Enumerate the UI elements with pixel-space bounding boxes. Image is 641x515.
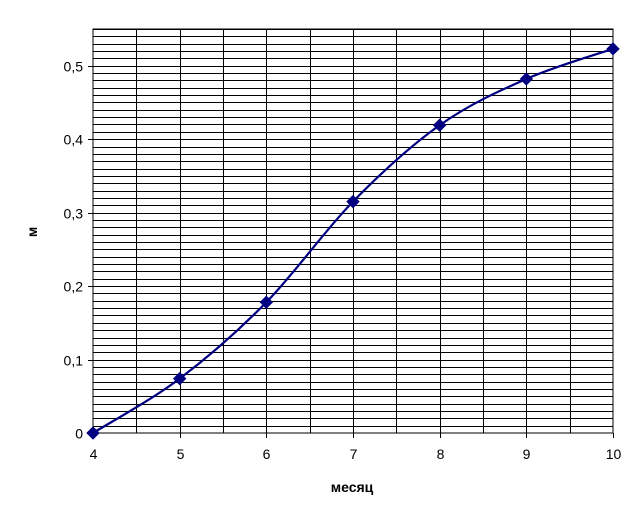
data-point-marker bbox=[519, 72, 534, 86]
x-tick-label: 4 bbox=[90, 446, 98, 462]
x-tick-label: 5 bbox=[177, 446, 185, 462]
x-tick-label: 8 bbox=[437, 446, 445, 462]
data-point-marker bbox=[346, 194, 360, 209]
y-axis-title: м bbox=[24, 227, 40, 237]
data-point-marker bbox=[432, 118, 447, 132]
x-axis-ticks: 4 5 6 7 8 9 10 bbox=[90, 433, 622, 462]
y-tick-label: 0,5 bbox=[64, 59, 84, 75]
x-tick-label: 9 bbox=[523, 446, 531, 462]
y-tick-label: 0,2 bbox=[64, 279, 84, 295]
y-tick-label: 0,3 bbox=[64, 206, 84, 222]
y-tick-label: 0,4 bbox=[64, 132, 84, 148]
x-tick-label: 7 bbox=[350, 446, 358, 462]
data-point-marker bbox=[259, 295, 274, 309]
y-tick-label: 0 bbox=[75, 426, 83, 442]
vertical-gridlines bbox=[136, 29, 571, 433]
series-markers bbox=[86, 42, 620, 440]
x-tick-label: 10 bbox=[606, 446, 622, 462]
x-tick-label: 6 bbox=[263, 446, 271, 462]
y-tick-label: 0,1 bbox=[64, 353, 84, 369]
data-point-marker bbox=[172, 371, 187, 386]
x-axis-title: месяц bbox=[331, 479, 374, 495]
data-point-marker bbox=[86, 426, 100, 440]
y-axis-ticks: 0 0,1 0,2 0,3 0,4 0,5 bbox=[64, 59, 93, 442]
data-point-marker bbox=[606, 42, 620, 56]
